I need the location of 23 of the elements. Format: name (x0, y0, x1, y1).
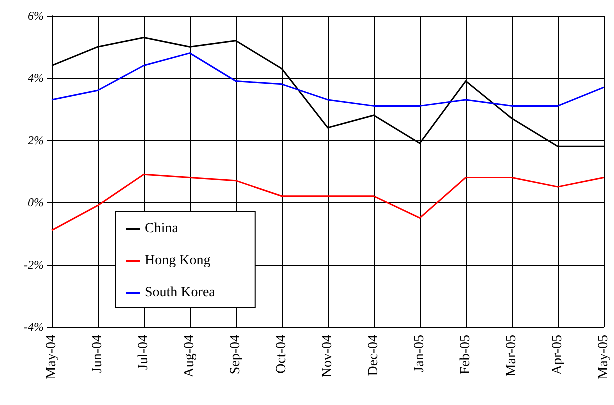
x-tick-label: Apr-05 (550, 335, 566, 376)
x-tick-label: May-04 (44, 335, 60, 380)
legend-label: China (145, 222, 180, 236)
x-tick-label: Dec-04 (366, 335, 382, 376)
x-tick-label: Feb-05 (458, 335, 474, 375)
x-tick-label: Mar-05 (504, 335, 520, 377)
y-tick-label: -4% (24, 320, 44, 334)
x-tick-label: Oct-04 (274, 335, 290, 374)
y-tick-label: 2% (28, 133, 44, 148)
legend-label: South Korea (145, 286, 216, 300)
x-tick-label: Sep-04 (228, 335, 244, 375)
legend-label: Hong Kong (145, 254, 211, 268)
x-tick-label: May-05 (596, 335, 612, 380)
x-tick-label: Jul-04 (136, 335, 152, 370)
x-tick-label: Jan-05 (412, 335, 428, 372)
y-tick-label: 0% (28, 196, 44, 210)
y-tick-label: -2% (24, 258, 44, 272)
line-series (51, 174, 605, 232)
x-tick-label: Jun-04 (90, 335, 106, 374)
y-tick-label: 6% (28, 9, 44, 23)
x-tick-label: Nov-04 (320, 335, 336, 378)
x-tick-label: Aug-04 (182, 335, 198, 378)
y-tick-label: 4% (28, 71, 44, 86)
